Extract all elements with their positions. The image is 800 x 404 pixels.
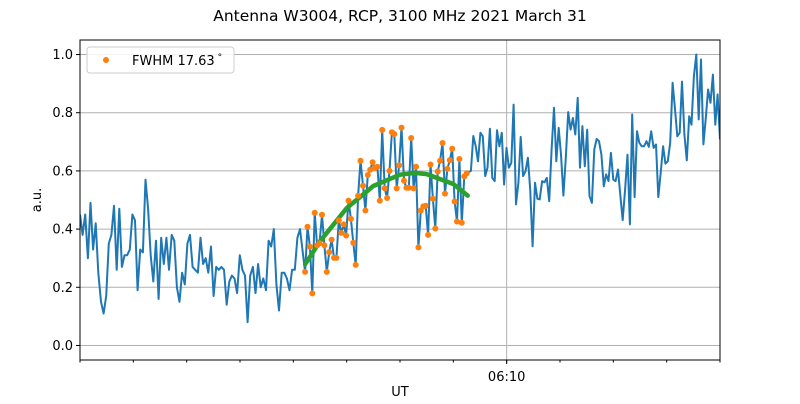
fit-line [302,170,470,267]
fwhm-point [396,162,403,169]
fwhm-point [451,198,458,205]
fwhm-point [321,242,328,249]
fwhm-point [326,249,333,256]
fwhm-point [393,185,400,192]
fwhm-point [427,161,434,168]
y-axis-label: a.u. [30,188,45,212]
fwhm-point [355,192,362,199]
fwhm-point [439,140,446,146]
fwhm-point [357,157,364,164]
fwhm-point [350,239,357,246]
y-tick-label: 1.0 [52,48,73,63]
x-axis: 06:10 [79,360,721,385]
fwhm-point [415,244,422,251]
fwhm-point [434,168,441,175]
fwhm-point [456,156,463,162]
fwhm-point [446,157,453,164]
fwhm-point [379,126,386,133]
y-tick-label: 0.2 [52,281,73,296]
fwhm-point [306,243,313,250]
fwhm-point [444,165,451,172]
fwhm-point [425,231,432,238]
legend-degree: ° [218,53,223,63]
fwhm-point [391,131,398,137]
fwhm-point [369,159,376,166]
legend-marker-fwhm [103,57,109,63]
fwhm-point [437,157,444,164]
fwhm-point [319,211,325,218]
plot-area [80,53,720,324]
fwhm-point [376,197,383,204]
fwhm-point [309,290,316,297]
fwhm-point [442,190,448,197]
signal-line [80,53,720,324]
legend-box [86,46,235,74]
fwhm-point [338,229,345,236]
fwhm-point [347,215,354,222]
fwhm-point [432,225,439,232]
fwhm-point [304,223,311,230]
fwhm-point [323,268,330,275]
legend-label-text: FWHM 17.63 [132,54,215,69]
fwhm-point [384,195,391,201]
fwhm-point [386,167,393,174]
fwhm-point [422,202,429,209]
fwhm-point [345,197,352,204]
legend: FWHM 17.63 ° [86,46,235,74]
fwhm-point [410,185,417,192]
fwhm-point [364,172,371,178]
fwhm-point [328,236,335,243]
y-tick-label: 0.6 [52,164,73,179]
fwhm-point [302,268,309,275]
fwhm-point [408,135,415,141]
fwhm-point [429,195,436,202]
y-tick-label: 0.0 [52,339,73,354]
fwhm-point [340,221,347,228]
fwhm-point [374,163,381,170]
x-axis-label: UT [391,385,409,400]
fwhm-point [401,177,407,184]
chart-title: Antenna W3004, RCP, 3100 MHz 2021 March … [213,7,587,25]
fwhm-point [352,261,359,268]
fwhm-point [362,207,369,214]
y-axis: 0.0 0.2 0.4 0.6 0.8 1.0 [52,48,80,354]
fwhm-point [405,184,412,191]
fwhm-point [449,145,456,152]
fwhm-point [398,124,405,131]
fwhm-point [343,232,350,239]
fwhm-point [463,170,470,177]
fwhm-point [458,219,465,226]
fwhm-point [360,182,366,189]
fwhm-point [316,240,323,247]
fwhm-point [381,185,388,192]
fwhm-point [333,254,340,261]
x-tick-label: 06:10 [488,370,525,385]
y-tick-label: 0.8 [52,106,73,121]
fwhm-point [367,166,374,173]
fwhm-point [335,217,342,224]
legend-label-fwhm: FWHM 17.63 ° [132,53,222,69]
fwhm-point [311,209,318,216]
y-tick-label: 0.4 [52,223,73,238]
fwhm-point [454,218,460,225]
fwhm-point [413,163,419,170]
